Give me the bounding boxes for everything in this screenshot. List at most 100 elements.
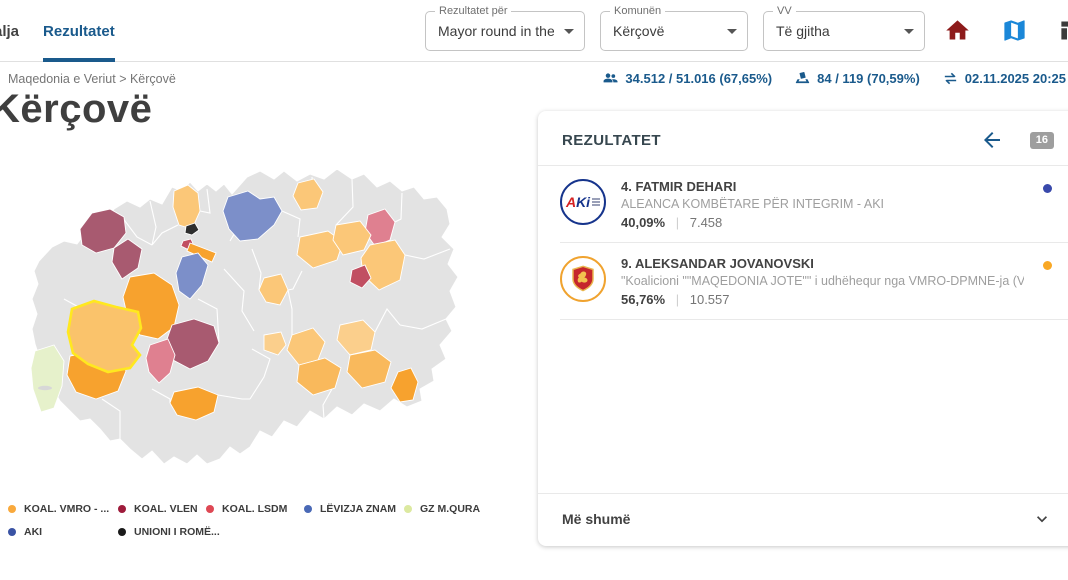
candidate-votes: 10.557	[689, 292, 730, 307]
page-title: Kërçovë	[0, 87, 153, 131]
legend-label: KOAL. LSDM	[222, 502, 288, 515]
map-region-lightorange-n[interactable]	[172, 184, 201, 230]
results-panel: REZULTATET 16 A Ki 4. FATMIR DEHARI ALEAN…	[538, 111, 1068, 546]
map-region-lightorange-s4[interactable]	[346, 349, 392, 389]
legend-dot	[8, 504, 16, 513]
map-region-orange-se[interactable]	[390, 367, 419, 403]
map-region-orange-s[interactable]	[169, 386, 219, 421]
candidate-name: 9. ALEKSANDAR JOVANOVSKI	[621, 256, 814, 271]
candidate-color-dot	[1043, 184, 1052, 193]
candidate-score: 40,09% | 7.458	[621, 215, 884, 230]
vmro-party-logo	[560, 256, 606, 302]
updated-value: 02.11.2025 20:25	[964, 71, 1066, 86]
map-region-maroon-nw2[interactable]	[111, 238, 143, 280]
back-arrow-icon[interactable]	[980, 128, 1004, 152]
map-legend: KOAL. VMRO - ... KOAL. VLEN KOAL. LSDM L…	[8, 497, 500, 543]
legend-item[interactable]: KOAL. LSDM	[206, 503, 304, 515]
panel-spacer	[538, 320, 1068, 493]
legend-dot	[118, 527, 126, 536]
divider	[538, 165, 1068, 166]
map-regions[interactable]	[30, 178, 419, 421]
top-bar: alja Rezultatet Rezultatet për Mayor rou…	[0, 0, 1068, 62]
breadcrumb[interactable]: Maqedonia e Veriut > Kërçovë	[8, 71, 176, 86]
map-region-blue-n[interactable]	[222, 190, 283, 242]
map-region-kercove-selected[interactable]	[66, 299, 143, 374]
legend-item[interactable]: AKI	[8, 526, 118, 538]
voters-stat: 34.512 / 51.016 (67,65%)	[602, 70, 772, 87]
stats-bar: 34.512 / 51.016 (67,65%) 84 / 119 (70,59…	[602, 70, 1066, 87]
candidate-color-dot	[1043, 261, 1052, 270]
legend-item[interactable]: KOAL. VLEN	[118, 503, 206, 515]
legend-item[interactable]: GZ M.QURA	[404, 503, 500, 515]
map-region-orange-ne[interactable]	[292, 178, 324, 211]
lake	[38, 385, 52, 391]
map-region-orange-strip[interactable]	[186, 242, 217, 263]
filter-dropdowns: Rezultatet për Mayor round in the ... Ko…	[425, 5, 925, 51]
legend-dot	[206, 504, 214, 513]
candidate-score: 56,76% | 10.557	[621, 292, 1024, 307]
breadcrumb-row: Maqedonia e Veriut > Kërçovë 34.512 / 51…	[0, 62, 1068, 93]
map-region-black-shuto[interactable]	[184, 222, 200, 236]
municipality-dropdown[interactable]: Komunën Kërçovë	[600, 5, 748, 51]
map-region-green-sw[interactable]	[30, 344, 65, 413]
separator: |	[675, 292, 680, 307]
legend-dot	[8, 527, 16, 536]
chevron-down-icon	[904, 28, 914, 34]
map-region-pink-center[interactable]	[145, 338, 176, 384]
map-region-orange-center-sm[interactable]	[258, 273, 289, 306]
map-icon[interactable]	[1001, 17, 1028, 44]
results-panel-title: REZULTATET	[562, 131, 661, 149]
legend-dot	[404, 504, 412, 513]
separator: |	[675, 215, 680, 230]
divider	[560, 242, 1068, 243]
stations-stat: 84 / 119 (70,59%)	[794, 70, 920, 87]
map-region-lightorange-s3[interactable]	[336, 319, 376, 356]
chevron-down-icon	[727, 28, 737, 34]
map-region-orange-e1[interactable]	[296, 230, 344, 269]
home-icon[interactable]	[944, 17, 971, 44]
vv-dropdown[interactable]: VV Të gjitha	[763, 5, 925, 51]
map-region-lightorange-s2[interactable]	[296, 357, 342, 396]
legend-item[interactable]: UNIONI I ROMË...	[118, 526, 220, 538]
candidate-row[interactable]: A Ki 4. FATMIR DEHARI ALEANCA KOMBËTARE P…	[538, 166, 1068, 242]
results-for-dropdown[interactable]: Rezultatet për Mayor round in the ...	[425, 5, 585, 51]
aki-logo-text: A Ki	[566, 195, 601, 209]
candidate-info: 9. ALEKSANDAR JOVANOVSKI "Koalicioni ""M…	[621, 256, 1024, 307]
header-icons	[944, 17, 1068, 44]
legend-label: LËVIZJA ZNAM	[320, 502, 397, 515]
map-region-orange-e3[interactable]	[360, 239, 406, 291]
candidate-party: "Koalicioni ""MAQEDONIA JOTE"" i udhëheq…	[621, 274, 1024, 288]
more-button[interactable]: Më shumë	[538, 494, 1068, 546]
updated-stat: 02.11.2025 20:25	[942, 70, 1066, 87]
vmro-shield-icon	[572, 265, 594, 292]
candidate-count-badge: 16	[1029, 131, 1054, 149]
map-region-lightorange-s5[interactable]	[263, 331, 287, 356]
tab-rezultatet[interactable]: Rezultatet	[43, 0, 115, 62]
legend-label: AKI	[24, 525, 43, 538]
legend-dot	[304, 504, 312, 513]
more-label: Më shumë	[562, 511, 631, 527]
divider	[538, 493, 1068, 494]
legend-label: GZ M.QURA	[420, 502, 481, 515]
voters-value: 34.512 / 51.016 (67,65%)	[625, 71, 773, 86]
municipality-value: Kërçovë	[613, 23, 665, 39]
active-tab-underline	[43, 58, 115, 62]
candidate-name: 4. FATMIR DEHARI	[621, 179, 737, 194]
legend-item[interactable]: LËVIZJA ZNAM	[304, 503, 404, 515]
chevron-down-icon	[1037, 516, 1047, 523]
map-region-red-e[interactable]	[349, 264, 372, 289]
map-region-maroon-nw[interactable]	[79, 208, 127, 254]
legend-item[interactable]: KOAL. VMRO - ...	[8, 503, 118, 515]
tab-dalja[interactable]: alja	[0, 0, 19, 62]
map-region-orange-e2[interactable]	[332, 220, 372, 256]
candidate-row[interactable]: 9. ALEKSANDAR JOVANOVSKI "Koalicioni ""M…	[538, 243, 1068, 319]
map-region-blue-center[interactable]	[175, 252, 209, 300]
map-svg[interactable]	[2, 149, 502, 494]
macedonia-map[interactable]	[2, 149, 502, 494]
main-content: Kërçovë	[0, 87, 1068, 580]
table-icon[interactable]	[1058, 17, 1068, 44]
legend-label: UNIONI I ROMË...	[134, 525, 220, 538]
vv-value: Të gjitha	[776, 23, 830, 39]
aki-party-logo: A Ki	[560, 179, 606, 225]
